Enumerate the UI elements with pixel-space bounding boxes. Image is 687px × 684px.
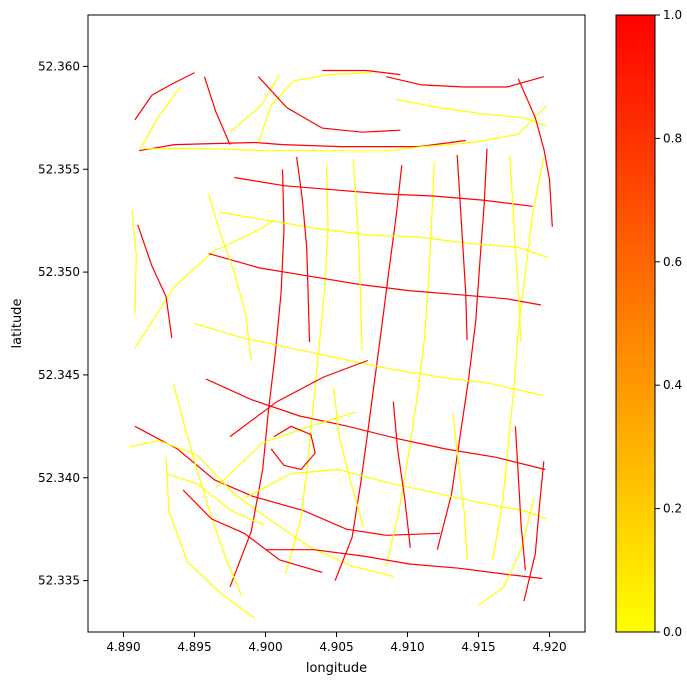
street-segment xyxy=(208,253,542,306)
street-segment xyxy=(134,72,195,121)
street-segment xyxy=(478,498,535,606)
street-segment xyxy=(129,440,394,578)
street-segment xyxy=(234,176,533,207)
x-axis: 4.890 4.895 4.900 4.905 4.910 4.915 4.920 xyxy=(106,632,567,654)
street-segment xyxy=(143,105,548,152)
x-tick-label: 4.905 xyxy=(319,640,353,654)
street-segment xyxy=(456,154,468,341)
x-tick-label: 4.910 xyxy=(390,640,424,654)
colorbar: 0.0 0.2 0.4 0.6 0.8 1.0 xyxy=(615,8,682,639)
street-segment xyxy=(205,378,546,471)
x-tick-label: 4.915 xyxy=(461,640,495,654)
street-segment xyxy=(270,425,316,471)
street-segment xyxy=(386,76,544,88)
street-segment xyxy=(134,425,441,536)
street-segment xyxy=(172,382,242,596)
street-segment xyxy=(334,165,403,581)
y-tick-label: 52.355 xyxy=(38,162,80,176)
colorbar-tick-label: 0.8 xyxy=(663,131,682,145)
plot-area xyxy=(87,14,586,633)
street-segment xyxy=(509,154,522,343)
colorbar-tick-label: 0.4 xyxy=(663,378,682,392)
street-segment xyxy=(215,411,357,489)
street-segment xyxy=(257,76,401,133)
colorbar-tick-label: 0.6 xyxy=(663,255,682,269)
street-segment xyxy=(492,156,545,561)
street-segment xyxy=(392,401,411,548)
x-tick-label: 4.895 xyxy=(177,640,211,654)
street-segment xyxy=(452,413,468,561)
street-segment xyxy=(165,457,255,619)
y-tick-label: 52.340 xyxy=(38,471,80,485)
x-tick-label: 4.890 xyxy=(106,640,140,654)
street-segment xyxy=(436,148,488,550)
street-segment xyxy=(131,210,137,314)
y-axis-label: latitude xyxy=(10,299,25,349)
colorbar-gradient xyxy=(615,14,656,633)
street-segment xyxy=(208,193,252,361)
street-segment xyxy=(134,220,275,349)
street-segment xyxy=(523,461,545,602)
street-segment xyxy=(296,156,311,343)
y-tick-label: 52.345 xyxy=(38,368,80,382)
street-segment xyxy=(322,69,401,76)
street-segment xyxy=(194,322,543,397)
street-segments xyxy=(129,69,553,619)
street-segment xyxy=(517,78,553,227)
street-segment xyxy=(139,86,181,149)
street-segment xyxy=(395,98,547,127)
colorbar-tick-label: 1.0 xyxy=(663,8,682,22)
street-segment xyxy=(514,426,526,571)
x-tick-label: 4.900 xyxy=(248,640,282,654)
y-axis: 52.335 52.340 52.345 52.350 52.355 52.360 xyxy=(38,59,88,588)
street-segment xyxy=(229,74,281,133)
colorbar-tick-label: 0.0 xyxy=(663,625,682,639)
street-segment xyxy=(137,224,173,338)
street-segment xyxy=(352,158,363,351)
street-segment xyxy=(333,387,365,528)
x-tick-label: 4.920 xyxy=(532,640,566,654)
street-segment xyxy=(220,211,549,259)
street-segment xyxy=(243,468,547,520)
street-segment xyxy=(229,359,368,438)
street-segment xyxy=(203,76,231,145)
colorbar-tick-label: 0.2 xyxy=(663,502,682,516)
street-segment xyxy=(257,72,373,143)
street-segment xyxy=(385,160,436,567)
street-segment xyxy=(182,489,323,573)
street-segment xyxy=(284,165,329,575)
plot-frame xyxy=(87,14,586,633)
y-tick-label: 52.350 xyxy=(38,265,80,279)
street-segment xyxy=(165,473,265,526)
y-tick-label: 52.360 xyxy=(38,59,80,73)
colorbar-ticks: 0.0 0.2 0.4 0.6 0.8 1.0 xyxy=(655,8,682,639)
y-tick-label: 52.335 xyxy=(38,574,80,588)
street-segment xyxy=(265,549,543,580)
x-axis-label: longitude xyxy=(306,661,367,676)
